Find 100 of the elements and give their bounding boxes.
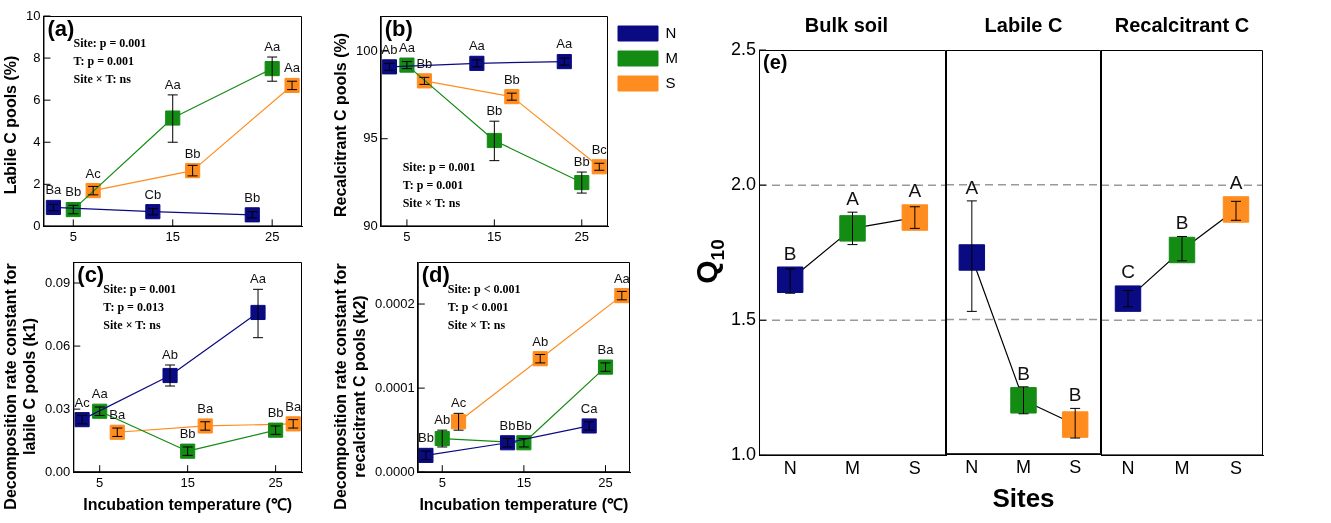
- point: [165, 110, 181, 126]
- point: [244, 207, 260, 223]
- data-label: B: [1175, 212, 1189, 234]
- data-label: Bb: [179, 426, 196, 442]
- data-label: A: [846, 187, 860, 209]
- point: [416, 73, 432, 89]
- data-label: C: [1121, 261, 1135, 283]
- data-label: Ab: [532, 333, 549, 349]
- annotation: Site: p = 0.001: [73, 36, 147, 51]
- x-tick-label: M: [1016, 456, 1031, 477]
- annotation: T: p = 0.001: [73, 54, 135, 69]
- data-label: Bb: [573, 154, 590, 170]
- annotation: T: p = 0.001: [402, 178, 464, 193]
- y-tick-label: 6: [33, 91, 41, 107]
- data-label: Ba: [285, 398, 302, 414]
- y-tick-label: 2: [33, 175, 41, 191]
- x-tick-label: 15: [180, 474, 195, 490]
- y-axis-title: Decomposition rate constant for recalcitrant C pools (k2): [331, 263, 368, 510]
- point: [839, 215, 866, 242]
- annotation: Site × T: ns: [103, 318, 162, 333]
- x-tick-label: M: [845, 458, 861, 479]
- chart-title: Recalcitrant C: [1114, 13, 1250, 36]
- point: [504, 89, 520, 105]
- x-tick-label: 25: [264, 228, 280, 244]
- data-label: Ab: [162, 347, 179, 363]
- data-label: A: [1229, 172, 1243, 194]
- data-label: Ab: [434, 412, 451, 428]
- point: [469, 55, 485, 71]
- y-tick-label: 0.03: [44, 400, 71, 416]
- data-label: Bb: [503, 71, 520, 87]
- x-tick-label: 15: [516, 474, 532, 490]
- data-label: Ba: [109, 407, 126, 423]
- y-tick-label: 10: [25, 7, 41, 23]
- y-tick-label: 90: [363, 217, 378, 233]
- x-tick-label: N: [965, 456, 979, 477]
- y-tick-label: 95: [363, 130, 378, 146]
- data-label: A: [908, 180, 922, 202]
- x-tick-label: S: [1229, 458, 1243, 479]
- point: [45, 199, 61, 216]
- x-tick-label: 25: [268, 474, 283, 490]
- x-tick-label: 15: [165, 228, 180, 244]
- data-label: Aa: [250, 271, 267, 287]
- annotation: Site: p = 0.001: [103, 282, 177, 297]
- x-axis-title: Incubation temperature (℃): [419, 495, 629, 513]
- data-label: B: [1068, 384, 1082, 406]
- x-tick-label: 5: [96, 474, 104, 490]
- point: [145, 204, 161, 220]
- annotation: Site: p < 0.001: [447, 282, 521, 297]
- point: [591, 159, 607, 175]
- data-label: Bb: [267, 405, 284, 421]
- x-tick-label: 15: [487, 228, 502, 244]
- annotation: Site × T: ns: [73, 72, 132, 87]
- annotation: Site × T: ns: [402, 196, 461, 211]
- data-label: Aa: [164, 76, 182, 92]
- data-label: Ba: [45, 182, 63, 198]
- data-label: Ca: [580, 400, 599, 416]
- chart-title: Labile C: [984, 13, 1063, 36]
- y-tick-label: 1.0: [730, 444, 757, 465]
- data-label: Ba: [597, 341, 615, 357]
- annotation: (a): [47, 16, 75, 42]
- y-axis-title: Q10: [690, 239, 728, 284]
- legend-label: N: [665, 23, 677, 41]
- annotation: (b): [384, 16, 413, 42]
- y-tick-label: 4: [33, 133, 41, 149]
- data-label: Bb: [486, 103, 503, 119]
- point: [776, 266, 804, 293]
- data-label: Aa: [613, 270, 631, 286]
- y-tick-label: 0.0000: [375, 463, 415, 479]
- x-tick-label: N: [783, 458, 797, 479]
- data-label: Aa: [468, 38, 486, 54]
- y-tick-label: 2.5: [730, 38, 757, 59]
- data-label: A: [965, 176, 979, 198]
- annotation: Site × T: ns: [447, 318, 506, 333]
- x-tick-label: M: [1174, 458, 1190, 479]
- y-tick-label: 0: [33, 217, 41, 233]
- y-tick-label: 0.0001: [375, 379, 415, 395]
- x-tick-label: S: [1069, 456, 1082, 477]
- y-axis-title: Decomposition rate constant for labile C pools (k1): [1, 263, 38, 510]
- x-tick-label: 5: [403, 228, 411, 244]
- y-tick-label: 1.5: [730, 309, 757, 330]
- data-label: Aa: [264, 39, 281, 55]
- point: [486, 132, 502, 149]
- point: [556, 54, 572, 70]
- y-tick-label: 0.00: [44, 463, 71, 479]
- data-label: Ba: [197, 400, 214, 416]
- point: [264, 61, 280, 77]
- data-label: Cb: [144, 186, 162, 202]
- x-tick-label: 5: [438, 474, 446, 490]
- data-label: B: [783, 242, 797, 264]
- x-axis-title: Sites: [992, 482, 1055, 513]
- annotation: (c): [77, 262, 105, 288]
- point: [901, 204, 929, 231]
- annotation: T: p = 0.013: [103, 300, 164, 315]
- y-tick-label: 0.09: [44, 274, 71, 290]
- data-label: Bb: [65, 184, 82, 200]
- x-tick-label: 25: [598, 474, 613, 490]
- data-label: Bc: [591, 141, 608, 157]
- data-label: Bb: [184, 145, 201, 161]
- x-tick-label: 25: [574, 228, 590, 244]
- data-label: B: [1017, 362, 1030, 384]
